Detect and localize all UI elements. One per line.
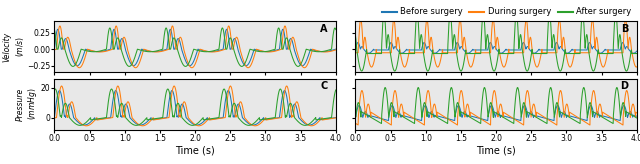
Text: B: B [621,24,628,34]
Text: D: D [620,81,628,91]
Text: C: C [320,81,327,91]
Text: A: A [320,24,327,34]
Legend: Before surgery, During surgery, After surgery: Before surgery, During surgery, After su… [378,4,634,20]
X-axis label: Time (s): Time (s) [476,145,516,155]
Y-axis label: Velocity
$(m/s)$: Velocity $(m/s)$ [3,32,26,62]
X-axis label: Time (s): Time (s) [175,145,215,155]
Y-axis label: Pressure
$(mmHg)$: Pressure $(mmHg)$ [15,87,39,121]
